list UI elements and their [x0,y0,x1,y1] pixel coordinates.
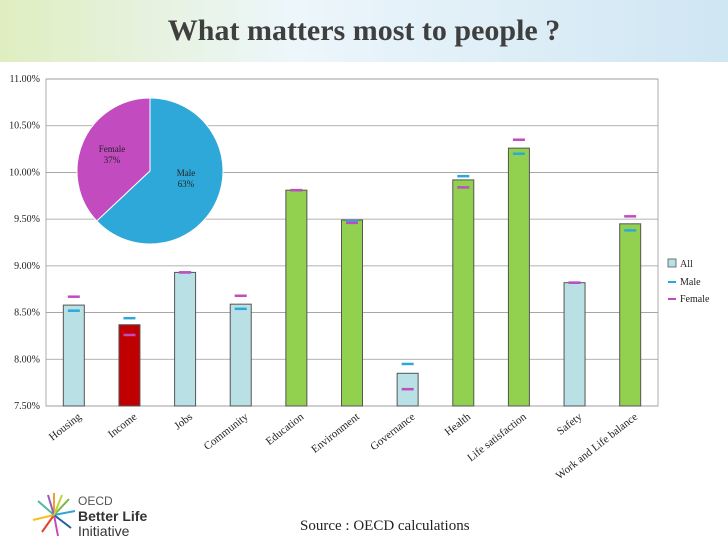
bar-all [341,219,363,407]
pie-label: Male [177,168,196,178]
y-tick-label: 9.00% [14,261,40,272]
pie-slice [96,97,224,245]
logo-line-1: OECD [78,494,113,508]
source-note: Source : OECD calculations [300,518,470,534]
bar-all [452,179,475,407]
logo-line-2: Better Life [78,508,148,524]
x-tick-label: Safety [555,411,585,438]
pie-slice [76,97,151,222]
pie-label: 37% [104,155,121,165]
bar-all [285,189,308,407]
pie-label: Female [99,144,126,154]
x-tick-label: Community [202,411,251,453]
legend-label-all: All [680,259,693,270]
legend-swatch-all [667,258,677,268]
chart-title: What matters most to people ? [167,14,561,47]
y-tick-label: 9.50% [14,214,40,225]
bar-all [118,324,141,407]
x-tick-label: Governance [368,411,417,453]
y-tick-label: 10.00% [9,167,40,178]
bar-all [62,304,85,407]
logo-line-3: Initiative [78,523,130,539]
bar-all [563,282,586,407]
bar-all [619,223,642,407]
x-tick-label: Income [106,411,139,441]
bar-all [174,271,197,407]
bar-all [507,147,530,407]
y-tick-label: 8.00% [14,354,40,365]
x-tick-label: Housing [47,411,84,444]
legend-label-male: Male [680,277,701,288]
x-tick-label: Life satisfaction [465,411,529,465]
bar-all [229,303,252,407]
x-tick-label: Education [264,411,307,448]
y-tick-label: 11.00% [10,74,40,85]
legend-label-female: Female [680,294,710,305]
pie-label: 63% [178,179,195,189]
y-tick-label: 8.50% [14,308,40,319]
y-tick-label: 7.50% [14,401,40,412]
y-tick-label: 10.50% [9,121,40,132]
x-tick-label: Health [443,411,474,439]
logo-text: OECD Better Life Initiative [78,494,147,539]
title-band [0,0,728,62]
x-tick-label: Environment [309,411,362,456]
x-tick-label: Jobs [172,411,195,433]
oecd-logo-icon [32,493,76,537]
